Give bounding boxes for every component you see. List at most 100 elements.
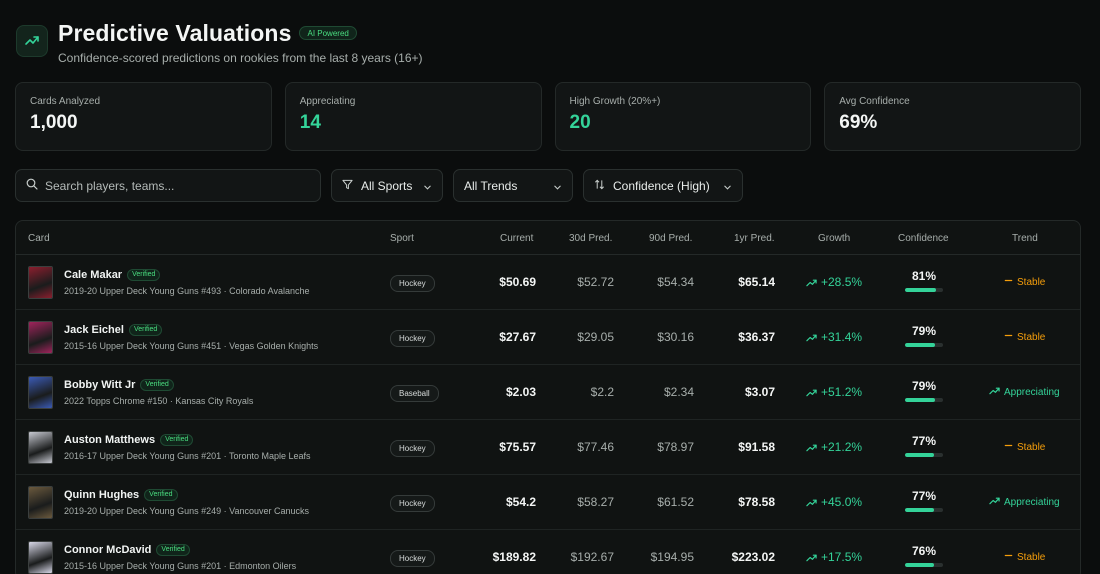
confidence-value: 77%: [911, 489, 937, 503]
sort-dropdown[interactable]: Confidence (High): [583, 169, 743, 202]
trend-indicator: Appreciating: [989, 496, 1060, 508]
confidence-bar-fill: [905, 563, 934, 567]
growth-percent: +45.0%: [821, 495, 863, 509]
pred-30d: $2.2: [590, 385, 614, 399]
growth-value: +17.5%: [806, 550, 862, 564]
trend-label: Stable: [1017, 551, 1046, 563]
trend-label: Stable: [1017, 441, 1046, 453]
column-header-trend[interactable]: Trend: [1012, 233, 1038, 244]
trending-up-icon: [806, 334, 817, 341]
card-description: 2019-20 Upper Deck Young Guns #493 · Col…: [64, 286, 310, 296]
confidence-cell: 76%: [904, 544, 944, 567]
confidence-value: 79%: [911, 379, 937, 393]
trend-label: Stable: [1017, 276, 1046, 288]
trend-indicator: Stable: [1004, 276, 1045, 288]
trending-up-icon: [989, 387, 1000, 395]
table-row[interactable]: Jack Eichel Verified 2015-16 Upper Deck …: [16, 310, 1080, 365]
search-icon: [26, 177, 38, 195]
page-subtitle: Confidence-scored predictions on rookies…: [58, 51, 423, 65]
growth-value: +31.4%: [806, 330, 862, 344]
sport-pill: Hockey: [390, 550, 435, 567]
chevron-down-icon: [723, 181, 732, 195]
pred-1yr: $36.37: [738, 330, 775, 344]
column-header-current[interactable]: Current: [500, 233, 534, 244]
card-thumbnail: [28, 266, 53, 299]
pred-30d: $192.67: [570, 550, 614, 564]
sort-value: Confidence (High): [613, 178, 710, 193]
stat-card-appreciating: Appreciating 14: [284, 82, 542, 151]
current-price: $50.69: [499, 275, 536, 289]
search-box[interactable]: [15, 169, 321, 202]
player-name: Bobby Witt Jr: [64, 379, 136, 391]
player-name: Auston Matthews: [64, 434, 156, 446]
table-row[interactable]: Bobby Witt Jr Verified 2022 Topps Chrome…: [16, 365, 1080, 420]
pred-1yr: $65.14: [738, 275, 775, 289]
table-row[interactable]: Auston Matthews Verified 2016-17 Upper D…: [16, 420, 1080, 475]
growth-percent: +17.5%: [821, 550, 863, 564]
stat-value: 20: [569, 112, 591, 133]
growth-value: +45.0%: [806, 495, 862, 509]
trend-indicator: Appreciating: [989, 386, 1060, 398]
search-input[interactable]: [45, 178, 295, 193]
current-price: $75.57: [499, 440, 536, 454]
filter-bar: All Sports All Trends Confidence (High): [15, 169, 743, 202]
trend-filter-value: All Trends: [464, 178, 518, 193]
sport-filter-value: All Sports: [361, 178, 413, 193]
stat-value: 1,000: [30, 112, 78, 133]
minus-icon: [1004, 279, 1013, 282]
pred-90d: $2.34: [663, 385, 694, 399]
pred-90d: $78.97: [657, 440, 694, 454]
pred-30d: $77.46: [577, 440, 614, 454]
confidence-bar: [905, 288, 943, 292]
card-thumbnail: [28, 321, 53, 354]
pred-90d: $54.34: [657, 275, 694, 289]
stat-label: Cards Analyzed: [30, 96, 101, 107]
card-thumbnail: [28, 376, 53, 409]
confidence-bar-fill: [905, 453, 935, 457]
pred-1yr: $91.58: [738, 440, 775, 454]
verified-badge: Verified: [140, 379, 174, 391]
column-header-confidence[interactable]: Confidence: [898, 233, 949, 244]
card-thumbnail: [28, 541, 53, 574]
column-header-card[interactable]: Card: [28, 233, 50, 244]
table-row[interactable]: Cale Makar Verified 2019-20 Upper Deck Y…: [16, 255, 1080, 310]
confidence-cell: 79%: [904, 379, 944, 402]
verified-badge: Verified: [160, 434, 194, 446]
column-header-1yr[interactable]: 1yr Pred.: [734, 233, 775, 244]
table-row[interactable]: Quinn Hughes Verified 2019-20 Upper Deck…: [16, 475, 1080, 530]
pred-30d: $29.05: [577, 330, 614, 344]
growth-value: +28.5%: [806, 275, 862, 289]
chevron-down-icon: [423, 181, 432, 195]
table-row[interactable]: Connor McDavid Verified 2015-16 Upper De…: [16, 530, 1080, 574]
player-name: Quinn Hughes: [64, 489, 140, 501]
sport-pill: Hockey: [390, 330, 435, 347]
confidence-value: 77%: [911, 434, 937, 448]
pred-30d: $52.72: [577, 275, 614, 289]
column-header-90d[interactable]: 90d Pred.: [649, 233, 693, 244]
trending-up-icon: [989, 386, 1004, 398]
minus-icon: [1004, 554, 1013, 557]
minus-icon: [1004, 331, 1017, 343]
column-header-growth[interactable]: Growth: [818, 233, 851, 244]
growth-value: +21.2%: [806, 440, 862, 454]
stat-card-avg-confidence: Avg Confidence 69%: [824, 82, 1081, 151]
column-header-30d[interactable]: 30d Pred.: [569, 233, 613, 244]
growth-percent: +31.4%: [821, 330, 863, 344]
sport-pill: Baseball: [390, 385, 439, 402]
trend-indicator: Stable: [1004, 331, 1045, 343]
current-price: $189.82: [492, 550, 536, 564]
trending-up-icon: [806, 444, 817, 451]
growth-value: +51.2%: [806, 385, 862, 399]
table-header: Card Sport Current 30d Pred. 90d Pred. 1…: [16, 221, 1080, 255]
trend-label: Stable: [1017, 331, 1046, 343]
page-header: Predictive Valuations AI Powered Confide…: [16, 18, 423, 66]
current-price: $54.2: [505, 495, 536, 509]
sport-filter-dropdown[interactable]: All Sports: [331, 169, 443, 202]
trend-filter-dropdown[interactable]: All Trends: [453, 169, 573, 202]
trending-up-icon: [989, 497, 1000, 505]
trend-indicator: Stable: [1004, 441, 1045, 453]
trending-up-icon: [806, 279, 817, 286]
minus-icon: [1004, 334, 1013, 337]
column-header-sport[interactable]: Sport: [390, 233, 414, 244]
card-description: 2015-16 Upper Deck Young Guns #451 · Veg…: [64, 341, 319, 351]
